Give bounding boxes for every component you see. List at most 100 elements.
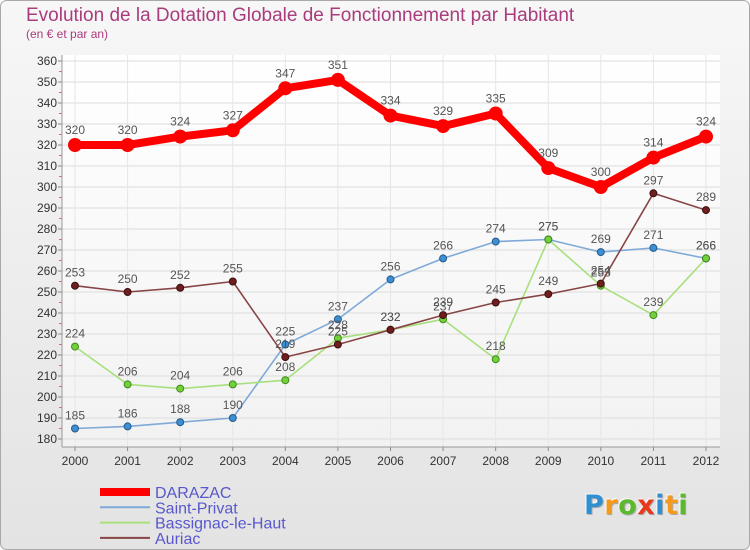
saint-privat-point-2010 — [596, 248, 605, 257]
y-tick-label-360: 360 — [37, 54, 57, 68]
darazac-point-2000 — [68, 138, 82, 152]
logo-letter: P — [584, 490, 605, 521]
saint-privat-point-2008 — [491, 237, 500, 246]
grid — [62, 55, 720, 447]
saint-privat-value-label-2008: 274 — [486, 222, 506, 236]
x-tick-label-2005: 2005 — [325, 454, 352, 468]
darazac-value-label-2001: 320 — [118, 123, 138, 137]
saint-privat-value-label-2001: 186 — [118, 406, 138, 420]
bassignac-le-haut-point-2000 — [71, 342, 79, 351]
bassignac-le-haut-point-2004 — [281, 376, 290, 385]
auriac-value-label-2008: 245 — [486, 283, 506, 297]
bassignac-le-haut-point-2002 — [176, 384, 185, 393]
logo-letter: t — [664, 490, 679, 521]
bassignac-le-haut-point-2001 — [123, 380, 132, 389]
darazac-value-label-2004: 347 — [275, 66, 295, 80]
saint-privat-value-label-2011: 271 — [643, 228, 663, 242]
darazac-value-label-2000: 320 — [65, 123, 85, 137]
logo-letter: x — [637, 490, 656, 521]
y-tick-label-350: 350 — [37, 75, 57, 89]
bassignac-le-haut-value-label-2005: 228 — [328, 318, 348, 332]
darazac-value-label-2005: 351 — [328, 58, 348, 72]
x-tick-label-2006: 2006 — [377, 454, 404, 468]
darazac-value-label-2002: 324 — [170, 115, 190, 129]
y-tick-label-290: 290 — [37, 201, 57, 215]
darazac-point-2003 — [225, 123, 240, 138]
bassignac-le-haut-value-label-2011: 239 — [643, 295, 663, 309]
x-tick-label-2009: 2009 — [535, 454, 562, 468]
auriac-point-2006 — [386, 325, 395, 334]
x-tick-label-2002: 2002 — [167, 454, 194, 468]
y-tick-label-320: 320 — [37, 138, 57, 152]
data-labels: 320 320 324 327 347 351 334 329 335 309 300 314 324 1… — [65, 58, 716, 423]
logo-letter: o — [618, 490, 638, 521]
saint-privat-point-2005 — [333, 315, 342, 324]
saint-privat-point-2011 — [649, 243, 658, 252]
bassignac-le-haut-point-2009 — [544, 235, 553, 244]
axes: 1801902002102202302402502602702802903003… — [37, 54, 720, 468]
bassignac-le-haut-point-2012 — [702, 254, 710, 263]
darazac-point-2012 — [699, 129, 713, 144]
auriac-point-2005 — [333, 340, 342, 349]
darazac-value-label-2006: 334 — [380, 94, 400, 108]
auriac-value-label-2010: 254 — [591, 264, 611, 278]
legend: DARAZACSaint-PrivatBassignac-le-HautAuri… — [100, 485, 286, 548]
auriac-point-2003 — [228, 277, 237, 286]
x-tick-label-2010: 2010 — [587, 454, 614, 468]
bassignac-le-haut-value-label-2006: 232 — [380, 310, 400, 324]
bassignac-le-haut-point-2003 — [228, 380, 237, 389]
x-tick-label-2007: 2007 — [430, 454, 457, 468]
bassignac-le-haut-point-2008 — [491, 355, 500, 364]
auriac-point-2002 — [176, 283, 185, 292]
auriac-value-label-2002: 252 — [170, 268, 190, 282]
chart-subtitle: (en € et par an) — [26, 27, 108, 41]
saint-privat-point-2007 — [439, 254, 448, 263]
y-tick-label-300: 300 — [37, 180, 57, 194]
darazac-point-2006 — [383, 108, 398, 123]
legend-label-bassignac-le-haut: Bassignac-le-Haut — [155, 516, 286, 533]
bassignac-le-haut-value-label-2007: 237 — [433, 299, 453, 313]
auriac-point-2008 — [491, 298, 500, 307]
saint-privat-value-label-2006: 256 — [380, 259, 400, 273]
darazac-point-2005 — [330, 72, 345, 87]
chart-title: Evolution de la Dotation Globale de Fonc… — [26, 5, 575, 26]
saint-privat-value-label-2003: 190 — [223, 398, 243, 412]
auriac-value-label-2001: 250 — [118, 272, 138, 286]
bassignac-le-haut-value-label-2000: 224 — [65, 327, 85, 341]
auriac-point-2004 — [281, 353, 290, 362]
logo-letter: r — [604, 490, 619, 521]
darazac-point-2011 — [646, 150, 661, 165]
saint-privat-value-label-2012: 266 — [696, 238, 716, 252]
bassignac-le-haut-value-label-2002: 204 — [170, 369, 190, 383]
saint-privat-value-label-2004: 225 — [275, 325, 295, 339]
y-tick-label-280: 280 — [37, 222, 57, 236]
darazac-point-2008 — [488, 106, 503, 121]
y-tick-label-210: 210 — [37, 369, 57, 383]
y-tick-label-260: 260 — [37, 264, 57, 278]
y-tick-label-200: 200 — [37, 390, 57, 404]
saint-privat-point-2006 — [386, 275, 395, 284]
x-tick-label-2008: 2008 — [482, 454, 509, 468]
y-tick-label-340: 340 — [37, 96, 57, 110]
saint-privat-value-label-2007: 266 — [433, 238, 453, 252]
darazac-value-label-2003: 327 — [223, 108, 243, 122]
darazac-value-label-2008: 335 — [486, 92, 506, 106]
auriac-value-label-2003: 255 — [223, 262, 243, 276]
auriac-value-label-2011: 297 — [643, 173, 663, 187]
saint-privat-point-2000 — [71, 424, 79, 433]
darazac-point-2002 — [173, 129, 188, 144]
x-tick-label-2000: 2000 — [62, 454, 89, 468]
bassignac-le-haut-value-label-2001: 206 — [118, 364, 138, 378]
auriac-point-2010 — [596, 279, 605, 288]
auriac-value-label-2009: 249 — [538, 274, 558, 288]
y-tick-label-310: 310 — [37, 159, 57, 173]
y-tick-label-270: 270 — [37, 243, 57, 257]
saint-privat-value-label-2009: 275 — [538, 220, 558, 234]
saint-privat-value-label-2000: 185 — [65, 409, 85, 423]
x-tick-label-2012: 2012 — [693, 454, 720, 468]
auriac-value-label-2006: 232 — [380, 310, 400, 324]
saint-privat-value-label-2002: 188 — [170, 402, 190, 416]
logo-letter: i — [678, 490, 689, 521]
legend-label-auriac: Auriac — [155, 531, 200, 548]
